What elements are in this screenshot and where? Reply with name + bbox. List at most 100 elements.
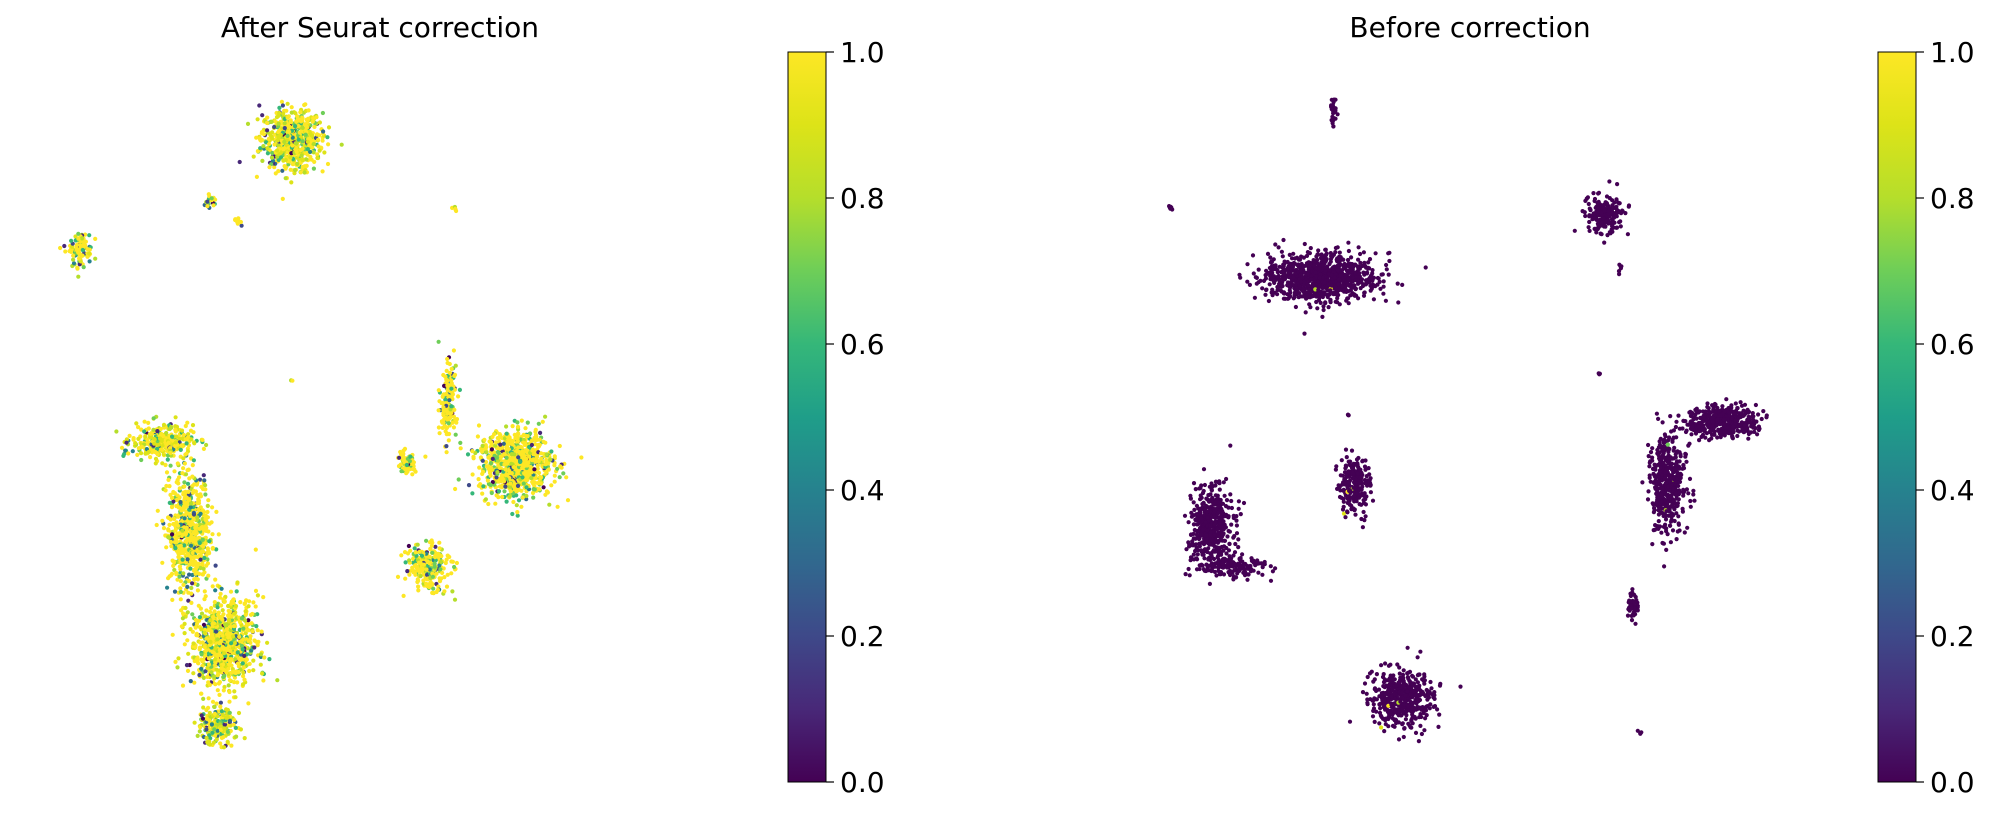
cell-point xyxy=(192,554,197,559)
cell-point xyxy=(179,624,184,629)
cell-point xyxy=(505,442,510,447)
cell-point xyxy=(182,484,187,489)
cell-point xyxy=(209,196,214,201)
cell-point xyxy=(447,398,452,403)
cell-point xyxy=(524,450,530,455)
cell-point xyxy=(428,547,433,552)
cell-point xyxy=(498,442,503,447)
cell-point xyxy=(504,455,509,460)
cell-point xyxy=(403,560,408,565)
cell-point xyxy=(504,445,510,451)
cell-point xyxy=(242,601,248,606)
cell-point xyxy=(281,158,286,163)
cell-point xyxy=(539,456,544,461)
cell-point xyxy=(516,445,521,450)
cell-point xyxy=(555,504,560,509)
cell-point xyxy=(303,132,308,137)
cell-point xyxy=(535,463,540,468)
cell-point xyxy=(228,613,233,618)
cell-point xyxy=(174,520,179,525)
cell-point xyxy=(191,641,196,646)
cell-point xyxy=(306,116,311,121)
cell-point xyxy=(1281,237,1286,243)
cell-point xyxy=(173,429,178,434)
cell-point xyxy=(146,420,151,425)
cell-point xyxy=(200,640,205,645)
cell-point xyxy=(212,727,217,732)
cell-point xyxy=(515,471,520,476)
cell-point xyxy=(221,745,227,750)
cell-point xyxy=(196,661,201,666)
cell-point xyxy=(241,637,246,642)
cell-point xyxy=(174,434,179,439)
cell-point xyxy=(300,116,305,121)
cell-point xyxy=(185,668,191,674)
cell-point xyxy=(71,261,77,266)
cell-point xyxy=(227,699,232,704)
cell-point xyxy=(279,99,284,104)
cell-point xyxy=(448,411,453,416)
cell-point xyxy=(127,433,132,438)
cell-point xyxy=(298,147,303,153)
cell-point xyxy=(494,475,499,480)
cell-point xyxy=(1280,265,1285,270)
cell-point xyxy=(192,720,197,725)
cell-point xyxy=(189,437,194,442)
cell-point xyxy=(1381,291,1386,296)
cell-point xyxy=(1281,296,1286,301)
cell-point xyxy=(441,392,446,397)
cell-point xyxy=(1291,296,1296,301)
cell-point xyxy=(237,159,242,165)
cell-point xyxy=(487,439,492,444)
cell-point xyxy=(180,557,185,562)
cell-point xyxy=(1263,292,1268,297)
cell-point xyxy=(302,102,307,108)
cell-point xyxy=(229,657,234,662)
cell-point xyxy=(177,544,182,549)
cell-point xyxy=(145,437,150,442)
cell-point xyxy=(71,257,76,262)
cell-point xyxy=(210,699,216,704)
cell-point xyxy=(181,490,186,495)
cell-point xyxy=(184,510,189,515)
cell-point xyxy=(71,253,76,258)
cell-point xyxy=(218,591,223,597)
cell-point xyxy=(206,498,211,503)
cell-point xyxy=(201,675,206,681)
cell-point xyxy=(194,657,199,662)
cell-point xyxy=(168,450,173,456)
cell-point xyxy=(80,247,85,253)
cell-point xyxy=(233,604,239,609)
cell-point xyxy=(489,490,494,496)
cell-point xyxy=(215,688,220,693)
cell-point xyxy=(69,238,74,243)
cell-point xyxy=(1359,277,1365,282)
cell-point xyxy=(406,467,412,472)
cell-point xyxy=(254,174,259,179)
cell-point xyxy=(188,566,193,571)
cell-point xyxy=(275,148,280,153)
cell-point xyxy=(210,532,215,537)
cell-point xyxy=(1329,107,1334,112)
cell-point xyxy=(300,139,305,144)
cell-point xyxy=(445,360,450,366)
cell-point xyxy=(424,567,429,572)
cell-point xyxy=(496,489,502,494)
cell-point xyxy=(172,469,177,474)
cell-point xyxy=(232,675,237,680)
cell-point xyxy=(211,615,216,620)
cell-point xyxy=(202,644,207,650)
cell-point xyxy=(167,535,172,540)
cell-point xyxy=(429,543,434,548)
cell-point xyxy=(229,641,234,646)
cell-point xyxy=(172,589,178,594)
cell-point xyxy=(201,446,206,451)
cell-point xyxy=(164,545,169,550)
cell-point xyxy=(440,425,445,430)
cell-point xyxy=(317,148,322,153)
cell-point xyxy=(207,718,212,723)
cell-point xyxy=(480,443,485,448)
cell-point xyxy=(247,599,252,604)
cell-point xyxy=(188,501,194,506)
cell-point xyxy=(530,490,536,496)
